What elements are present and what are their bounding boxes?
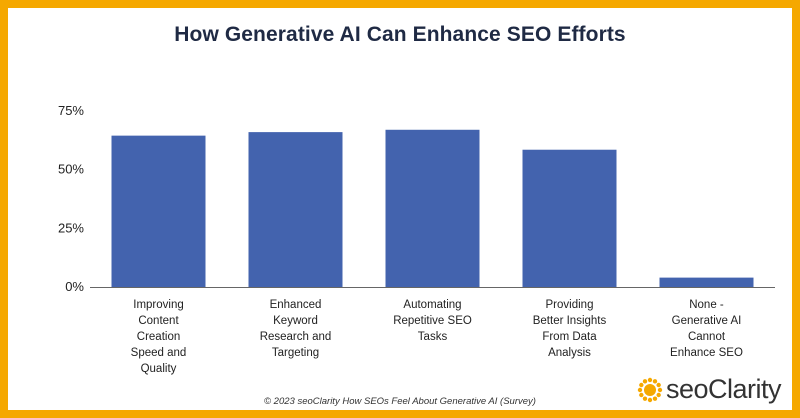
bars (111, 129, 754, 287)
x-category-label: Providing Better Insights From Data Analysi… (532, 299, 607, 359)
sun-logo-icon (637, 377, 663, 403)
chart-title: How Generative AI Can Enhance SEO Effort… (174, 23, 626, 46)
y-tick-label: 25% (58, 220, 84, 235)
seoclarity-logo: seoClarity (636, 372, 786, 408)
x-category-label: Automating Repetitive SEO Tasks (393, 299, 472, 343)
logo-wordmark: seoClarity (666, 374, 782, 404)
y-tick-label: 50% (58, 162, 84, 177)
x-category-label: Improving Content Creation Speed and Quality (130, 299, 187, 375)
y-tick-label: 0% (65, 279, 84, 294)
bar (659, 277, 754, 287)
bar (111, 135, 206, 287)
y-axis-ticks: 0% 25% 50% 75% (58, 103, 84, 294)
x-category-label: None - Generative AI Cannot Enhance SEO (670, 299, 743, 359)
x-category-label: Enhanced Keyword Research and Targeting (259, 299, 332, 359)
bar (522, 149, 617, 287)
footer-credit: © 2023 seoClarity How SEOs Feel About Ge… (264, 396, 536, 407)
bar (385, 129, 480, 287)
y-tick-label: 75% (58, 103, 84, 118)
bar (248, 132, 343, 287)
